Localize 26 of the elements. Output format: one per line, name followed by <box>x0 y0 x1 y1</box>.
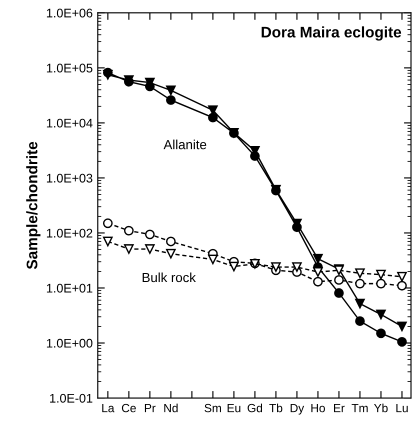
y-tick-label: 1.0E+03 <box>46 174 92 183</box>
x-tick-label: Tm <box>352 404 368 412</box>
y-tick-label: 1.0E+05 <box>46 64 92 73</box>
x-tick-label: Gd <box>248 404 262 412</box>
x-tick-label: Nd <box>164 404 178 412</box>
x-tick-label: Ho <box>311 404 325 412</box>
x-tick-label: Pr <box>144 404 156 412</box>
y-tick-label: 1.0E-01 <box>50 394 92 403</box>
y-axis-title: Sample/chondrite <box>26 142 40 270</box>
y-tick-label: 1.0E+01 <box>46 284 92 293</box>
x-tick-label: Eu <box>228 404 240 412</box>
annotation: Allanite <box>164 140 206 150</box>
x-tick-label: Lu <box>396 404 408 412</box>
x-tick-label: La <box>102 404 114 412</box>
x-tick-label: Dy <box>290 404 304 415</box>
y-tick-label: 1.0E+02 <box>46 228 92 238</box>
x-tick-label: Sm <box>204 404 221 412</box>
text: Dora Maira eclogite <box>262 26 402 41</box>
y-tick-label: 1.0E+04 <box>46 118 93 128</box>
x-tick-label: Yb <box>374 404 388 412</box>
annotation: Bulk rock <box>142 272 196 282</box>
y-tick-label: 1.0E+06 <box>46 8 92 18</box>
x-tick-label: Er <box>334 404 345 412</box>
y-tick-label: 1.0E+00 <box>46 338 92 348</box>
x-tick-label: Ce <box>122 404 136 412</box>
x-tick-label: Tb <box>269 404 282 412</box>
